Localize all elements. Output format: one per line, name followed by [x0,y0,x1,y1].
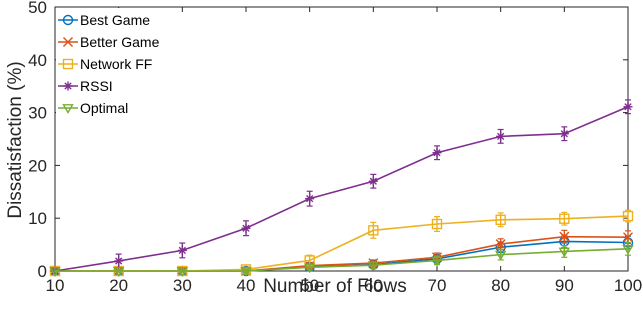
data-point [623,102,633,112]
marker-stroke [306,195,314,203]
x-tick-label: 100 [614,276,642,295]
x-axis-title: Number of Flows [263,276,407,297]
data-point [303,263,316,274]
marker-stroke [559,231,570,242]
marker-stroke [623,232,633,243]
x-tick-label: 40 [237,276,256,295]
legend-item: Best Game [58,12,150,28]
data-point [114,256,124,266]
marker-stroke [433,149,441,157]
marker-stroke [560,130,568,138]
y-axis-title: Dissatisfaction (%) [5,61,26,218]
data-point [241,223,251,233]
legend-item: Network FF [58,56,152,72]
x-tick-label: 70 [428,276,447,295]
data-point [368,225,379,236]
y-tick-label: 20 [28,156,47,175]
marker-stroke [624,103,632,111]
x-tick-label: 30 [173,276,192,295]
legend-item: Optimal [58,100,128,116]
legend-label: Better Game [80,34,160,50]
legend-item: Better Game [58,34,160,50]
legend-marker [63,81,73,91]
series-optimal [49,241,634,277]
series-line [54,106,629,272]
y-tick-label: 0 [38,262,47,281]
legend-label: Network FF [80,56,152,72]
data-point [240,264,252,275]
plot-frame [54,6,629,272]
data-point [240,267,252,277]
x-tick-label: 60 [364,276,383,295]
marker-stroke [115,257,123,265]
x-tick-label: 90 [555,276,574,295]
data-point [305,194,315,204]
legend-marker [62,104,74,114]
marker-stroke [495,239,506,250]
data-point [559,129,569,139]
data-point [176,267,189,277]
data-point [622,244,634,255]
data-point [559,231,570,242]
data-point [432,148,442,158]
marker-stroke [64,82,72,90]
y-tick-label: 10 [28,209,47,228]
series-rssi [50,99,633,276]
marker-stroke [63,37,73,47]
series-layer [49,99,634,277]
legend-item: RSSI [58,78,113,94]
data-point [112,267,125,277]
data-point [431,218,443,230]
data-point [431,256,443,267]
data-point [367,261,380,272]
series-best-game [49,234,634,277]
data-point [622,210,634,222]
legend-label: RSSI [80,78,113,94]
data-point [559,213,570,224]
data-point [495,214,506,225]
y-tick-label: 40 [28,51,47,70]
legend: Best Game Better Game Network FF RSSI Optima… [56,8,166,118]
legend-box [56,8,166,118]
legend-label: Optimal [80,100,128,116]
y-tick-label: 50 [28,0,47,17]
data-point [494,250,507,261]
legend-marker [63,37,73,47]
data-point [49,267,61,277]
legend-label: Best Game [80,12,150,28]
data-point [177,245,187,255]
data-point [368,176,378,186]
legend-marker [62,14,74,26]
marker-stroke [369,177,377,185]
x-tick-label: 20 [109,276,128,295]
marker-stroke [497,132,505,141]
data-point [496,131,506,141]
data-point [495,239,506,250]
y-tick-label: 30 [28,104,47,123]
x-tick-label: 10 [46,276,65,295]
series-line [55,248,629,272]
data-point [558,247,571,258]
legend-marker [62,58,74,70]
marker-stroke [178,246,186,255]
x-tick-label: 80 [491,276,510,295]
data-point [623,232,633,243]
marker-stroke [242,224,250,232]
x-tick-label: 50 [300,276,319,295]
